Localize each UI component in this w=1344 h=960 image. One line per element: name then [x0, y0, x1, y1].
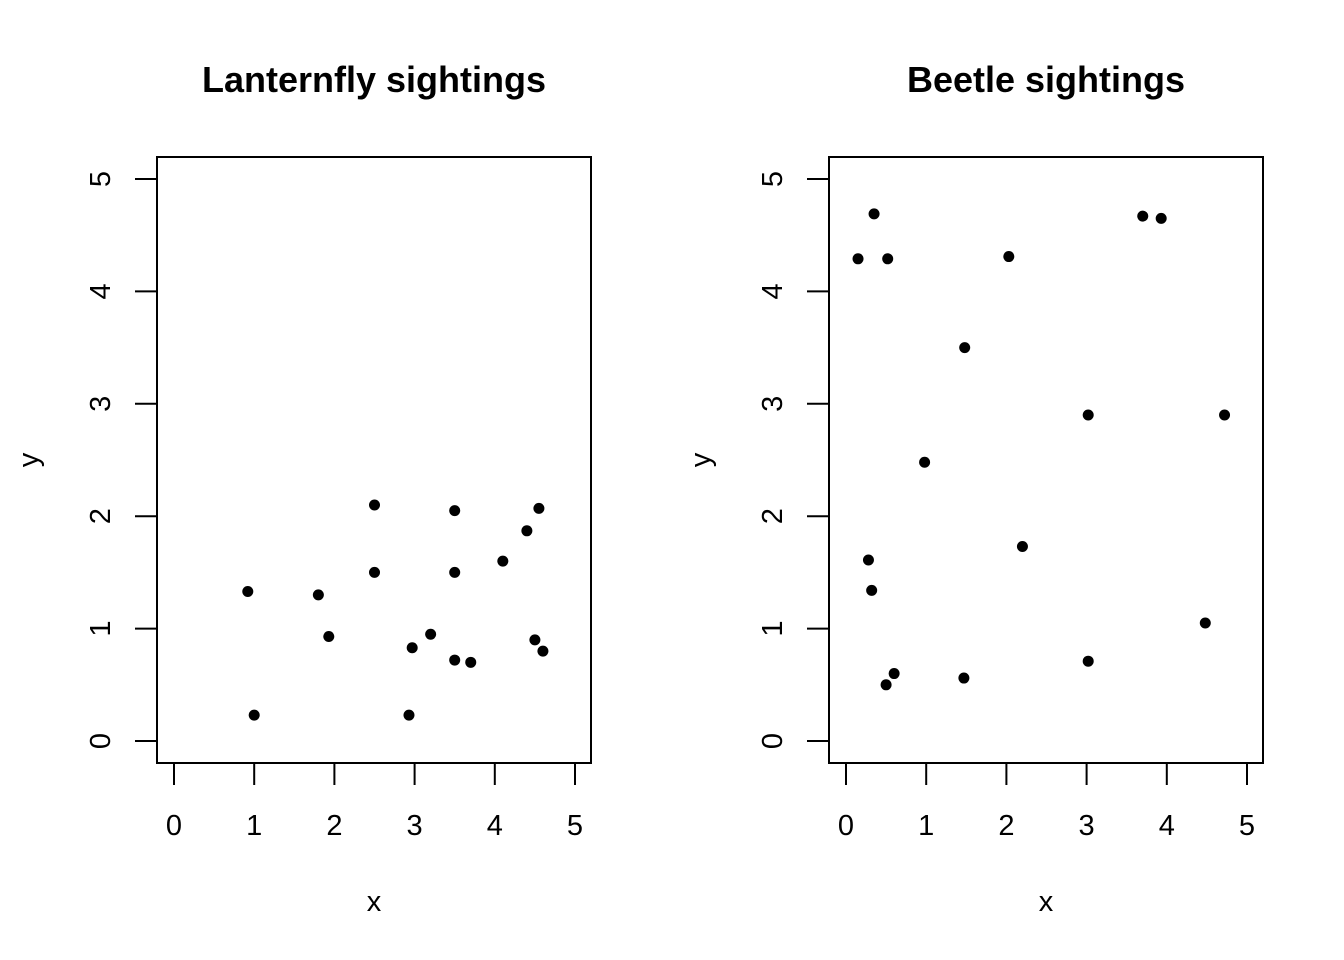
y-tick-label: 5: [85, 171, 117, 187]
x-tick-label: 4: [487, 810, 503, 842]
y-axis: 0 1 2 3 4 5: [85, 171, 158, 749]
data-point: [521, 525, 533, 537]
data-point: [529, 634, 541, 646]
data-point: [449, 566, 461, 578]
y-tick-label: 0: [85, 733, 117, 749]
beetle-panel: Beetle sightings x y 0 1 2 3 4 5 0 1 2 3 4 5: [685, 59, 1264, 918]
data-point: [369, 566, 380, 578]
data-point: [1155, 212, 1167, 224]
data-point: [449, 505, 461, 517]
y-tick-label: 4: [85, 283, 117, 299]
y-tick-label: 3: [757, 396, 789, 412]
y-tick-label: 0: [757, 733, 789, 749]
data-point: [1199, 617, 1211, 629]
x-tick-label: 1: [246, 810, 262, 842]
y-axis-label: y: [13, 452, 45, 467]
x-tick-label: 2: [326, 810, 342, 842]
data-point: [1016, 541, 1028, 553]
x-tick-label: 3: [1079, 810, 1095, 842]
y-tick-label: 4: [757, 283, 789, 299]
lanternfly-panel: Lanternfly sightings x y 0 1 2 3 4 5 0 1 2 3 4 5: [13, 59, 592, 918]
x-tick-label: 2: [998, 810, 1014, 842]
data-point: [312, 589, 324, 601]
data-point: [862, 554, 874, 566]
data-point: [242, 586, 254, 598]
data-point: [888, 668, 900, 680]
x-axis: 0 1 2 3 4 5: [166, 762, 583, 842]
y-axis: 0 1 2 3 4 5: [757, 171, 830, 749]
y-axis-label: y: [685, 452, 717, 467]
y-tick-label: 2: [85, 508, 117, 524]
x-tick-label: 5: [567, 810, 583, 842]
data-point: [866, 584, 878, 596]
x-axis-label: x: [367, 886, 382, 918]
data-point: [959, 342, 971, 354]
data-point: [449, 654, 461, 666]
y-tick-label: 1: [85, 621, 117, 637]
y-tick-label: 3: [85, 396, 117, 412]
x-axis-label: x: [1039, 886, 1054, 918]
x-tick-label: 3: [407, 810, 423, 842]
data-point: [919, 456, 931, 468]
x-tick-label: 0: [838, 810, 854, 842]
y-tick-label: 5: [757, 171, 789, 187]
data-point: [533, 502, 545, 514]
x-tick-label: 5: [1239, 810, 1255, 842]
data-points: [852, 208, 1231, 691]
data-point: [497, 555, 509, 567]
y-tick-label: 2: [757, 508, 789, 524]
data-point: [537, 645, 549, 657]
data-point: [1082, 655, 1094, 667]
chart-title: Beetle sightings: [907, 59, 1185, 100]
x-axis: 0 1 2 3 4 5: [838, 762, 1255, 842]
data-point: [406, 642, 418, 654]
data-point: [958, 672, 970, 684]
data-point: [882, 253, 894, 265]
data-point: [1082, 409, 1094, 421]
data-point: [465, 656, 477, 668]
data-point: [868, 208, 880, 220]
data-point: [369, 499, 380, 511]
plot-frame: [156, 156, 592, 764]
data-point: [248, 709, 260, 721]
data-point: [323, 630, 335, 642]
data-point: [880, 679, 892, 691]
x-tick-label: 4: [1159, 810, 1175, 842]
chart-title: Lanternfly sightings: [202, 59, 546, 100]
data-point: [1219, 409, 1231, 421]
data-point: [852, 253, 864, 265]
data-point: [403, 709, 415, 721]
data-points: [242, 499, 549, 721]
x-tick-label: 1: [918, 810, 934, 842]
data-point: [425, 628, 437, 640]
data-point: [1137, 210, 1149, 222]
y-tick-label: 1: [757, 621, 789, 637]
data-point: [1003, 251, 1015, 263]
x-tick-label: 0: [166, 810, 182, 842]
